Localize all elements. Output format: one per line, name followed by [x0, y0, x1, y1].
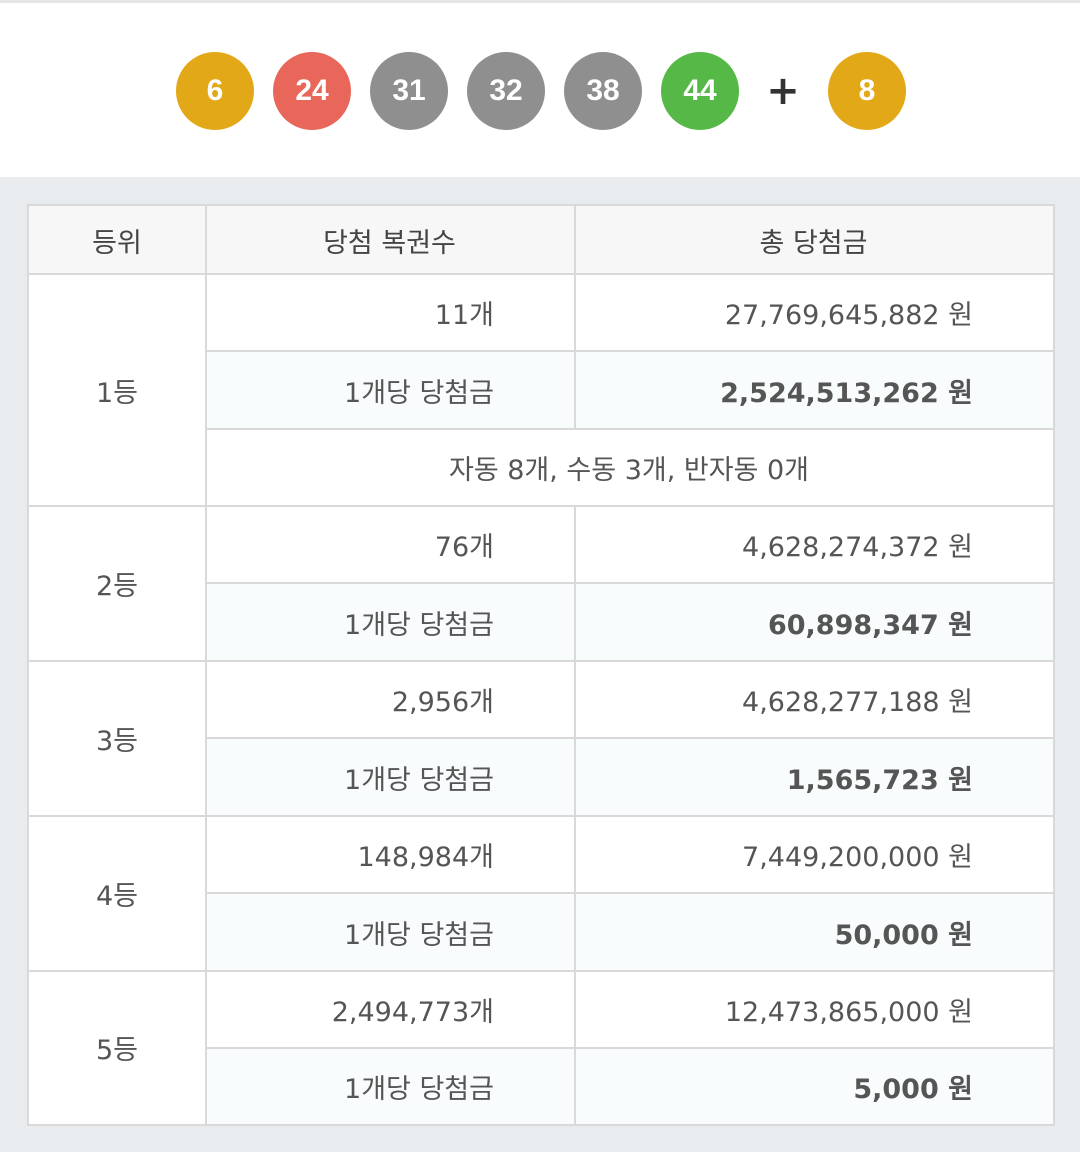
rank-2-total: 4,628,274,372 원	[742, 532, 973, 563]
grid-line	[205, 892, 1053, 894]
rank-1-count: 11개	[434, 300, 494, 331]
grid-line	[574, 505, 576, 1124]
rank-3-count: 2,956개	[391, 687, 494, 718]
rank-4-per-amount: 50,000 원	[574, 893, 1053, 971]
number-ball-2: 24	[273, 52, 351, 130]
number-ball-6: 44	[661, 52, 739, 130]
rank-1-per-label: 1개당 당첨금	[205, 351, 574, 429]
rank-3: 3등	[29, 661, 205, 816]
grid-line	[29, 815, 1053, 817]
rank-4: 4등	[29, 816, 205, 971]
rank-5-total: 12,473,865,000 원	[724, 997, 973, 1028]
rank-3-total: 4,628,277,188 원	[742, 687, 973, 718]
rank-5: 5등	[29, 971, 205, 1124]
rank-2-per-amount: 60,898,347 원	[574, 583, 1053, 661]
grid-line	[205, 206, 207, 1124]
rank-3-per-label: 1개당 당첨금	[205, 738, 574, 816]
rank-1-total: 27,769,645,882 원	[724, 300, 973, 331]
rank-2-count: 76개	[434, 532, 494, 563]
rank-4-per-label: 1개당 당첨금	[205, 893, 574, 971]
grid-line	[205, 582, 1053, 584]
header-ticket-count: 당첨 복권수	[205, 206, 574, 274]
bonus-ball: 8	[828, 52, 906, 130]
rank-5-per-label: 1개당 당첨금	[205, 1048, 574, 1124]
number-ball-3: 31	[370, 52, 448, 130]
number-ball-1: 6	[176, 52, 254, 130]
rank-4-total: 7,449,200,000 원	[742, 842, 973, 873]
top-divider	[0, 0, 1080, 3]
grid-line	[205, 350, 1053, 352]
rank-3-per-amount: 1,565,723 원	[574, 738, 1053, 816]
header-rank: 등위	[29, 206, 205, 274]
grid-line	[205, 428, 1053, 430]
grid-line	[205, 737, 1053, 739]
grid-line	[205, 1047, 1053, 1049]
header-total-prize: 총 당첨금	[574, 206, 1053, 274]
grid-line	[574, 206, 576, 428]
grid-line	[29, 970, 1053, 972]
rank-5-count: 2,494,773개	[331, 997, 494, 1028]
grid-line	[29, 505, 1053, 507]
plus-sign: +	[766, 68, 800, 114]
rank-2-per-label: 1개당 당첨금	[205, 583, 574, 661]
rank-2: 2등	[29, 506, 205, 661]
rank-1: 1등	[29, 274, 205, 506]
rank-4-count: 148,984개	[357, 842, 495, 873]
rank-1-per-amount: 2,524,513,262 원	[574, 351, 1053, 429]
rank-5-per-amount: 5,000 원	[574, 1048, 1053, 1124]
grid-line	[29, 660, 1053, 662]
rank-1-purchase-breakdown: 자동 8개, 수동 3개, 반자동 0개	[448, 455, 809, 486]
prize-table: 등위 당첨 복권수 총 당첨금 1등 11개 27,769,645,882 원 …	[27, 204, 1055, 1126]
number-ball-4: 32	[467, 52, 545, 130]
grid-line	[29, 273, 1053, 275]
number-ball-5: 38	[564, 52, 642, 130]
winning-numbers: 6 24 31 32 38 44 + 8	[0, 3, 1080, 177]
